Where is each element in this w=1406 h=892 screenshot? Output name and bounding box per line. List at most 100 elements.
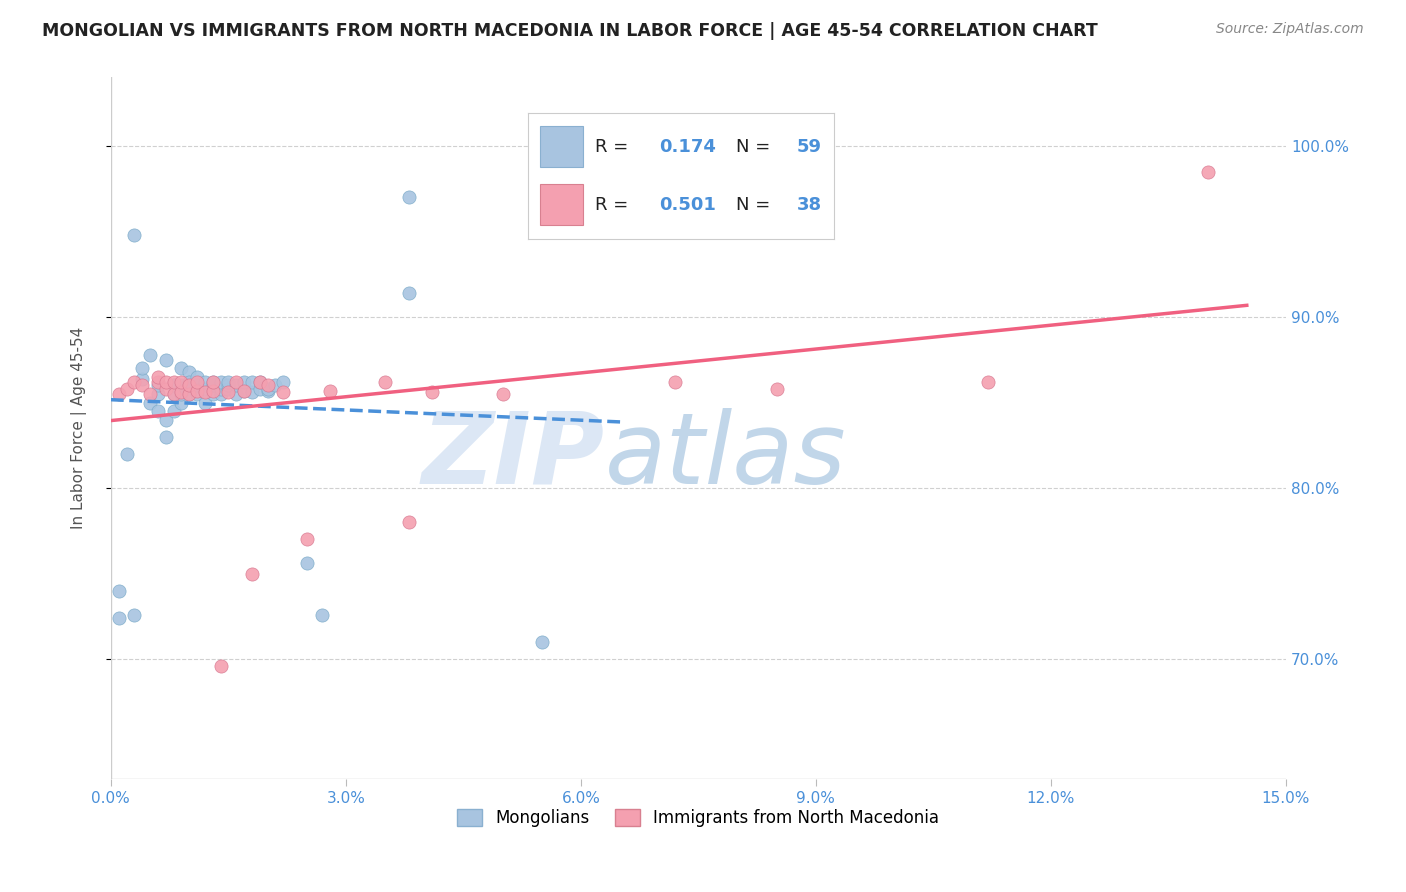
Point	[233, 375, 256, 389]
Point	[170, 361, 193, 376]
Point	[179, 378, 201, 392]
Point	[209, 659, 232, 673]
Point	[131, 371, 153, 385]
Point	[124, 375, 146, 389]
Point	[107, 583, 129, 598]
Point	[217, 385, 239, 400]
Point	[155, 375, 177, 389]
Point	[162, 378, 184, 392]
Point	[398, 285, 420, 300]
Legend: Mongolians, Immigrants from North Macedonia: Mongolians, Immigrants from North Macedo…	[451, 802, 946, 834]
Text: ZIP: ZIP	[422, 408, 605, 505]
Point	[170, 385, 193, 400]
Point	[225, 387, 247, 401]
Point	[225, 378, 247, 392]
Point	[311, 607, 333, 622]
Point	[209, 382, 232, 396]
Point	[209, 375, 232, 389]
Point	[374, 375, 396, 389]
Point	[162, 387, 184, 401]
Point	[765, 382, 787, 396]
Point	[530, 635, 553, 649]
Point	[240, 566, 263, 581]
Point	[162, 375, 184, 389]
Point	[179, 387, 201, 401]
Point	[217, 382, 239, 396]
Point	[162, 378, 184, 392]
Point	[420, 385, 443, 400]
Point	[155, 412, 177, 426]
Point	[107, 611, 129, 625]
Point	[162, 404, 184, 418]
Point	[256, 382, 278, 396]
Point	[233, 384, 256, 398]
Point	[186, 384, 208, 398]
Point	[977, 375, 1000, 389]
Point	[186, 378, 208, 392]
Point	[186, 387, 208, 401]
Point	[295, 533, 318, 547]
Point	[186, 375, 208, 389]
Point	[256, 384, 278, 398]
Point	[271, 375, 294, 389]
Point	[146, 375, 169, 389]
Point	[146, 404, 169, 418]
Point	[146, 387, 169, 401]
Point	[240, 385, 263, 400]
Point	[170, 375, 193, 389]
Point	[186, 369, 208, 384]
Point	[131, 378, 153, 392]
Point	[201, 375, 224, 389]
Point	[131, 361, 153, 376]
Y-axis label: In Labor Force | Age 45-54: In Labor Force | Age 45-54	[72, 327, 87, 529]
Point	[146, 378, 169, 392]
Point	[398, 190, 420, 204]
Point	[139, 387, 162, 401]
Point	[201, 378, 224, 392]
Point	[271, 385, 294, 400]
Point	[162, 387, 184, 401]
Point	[201, 387, 224, 401]
Text: atlas: atlas	[605, 408, 846, 505]
Point	[115, 447, 138, 461]
Text: MONGOLIAN VS IMMIGRANTS FROM NORTH MACEDONIA IN LABOR FORCE | AGE 45-54 CORRELAT: MONGOLIAN VS IMMIGRANTS FROM NORTH MACED…	[42, 22, 1098, 40]
Point	[664, 375, 686, 389]
Text: Source: ZipAtlas.com: Source: ZipAtlas.com	[1216, 22, 1364, 37]
Point	[179, 387, 201, 401]
Point	[249, 375, 271, 389]
Point	[179, 378, 201, 392]
Point	[201, 375, 224, 389]
Point	[170, 378, 193, 392]
Point	[124, 607, 146, 622]
Point	[179, 365, 201, 379]
Point	[398, 516, 420, 530]
Point	[194, 375, 217, 389]
Point	[155, 382, 177, 396]
Point	[249, 375, 271, 389]
Point	[170, 395, 193, 409]
Point	[155, 352, 177, 367]
Point	[155, 430, 177, 444]
Point	[240, 375, 263, 389]
Point	[256, 378, 278, 392]
Point	[146, 369, 169, 384]
Point	[225, 375, 247, 389]
Point	[194, 395, 217, 409]
Point	[264, 378, 287, 392]
Point	[217, 375, 239, 389]
Point	[170, 387, 193, 401]
Point	[194, 382, 217, 396]
Point	[139, 395, 162, 409]
Point	[179, 375, 201, 389]
Point	[107, 387, 129, 401]
Point	[115, 382, 138, 396]
Point	[124, 227, 146, 242]
Point	[491, 387, 513, 401]
Point	[194, 385, 217, 400]
Point	[217, 378, 239, 392]
Point	[139, 348, 162, 362]
Point	[201, 384, 224, 398]
Point	[295, 557, 318, 571]
Point	[249, 382, 271, 396]
Point	[1197, 164, 1219, 178]
